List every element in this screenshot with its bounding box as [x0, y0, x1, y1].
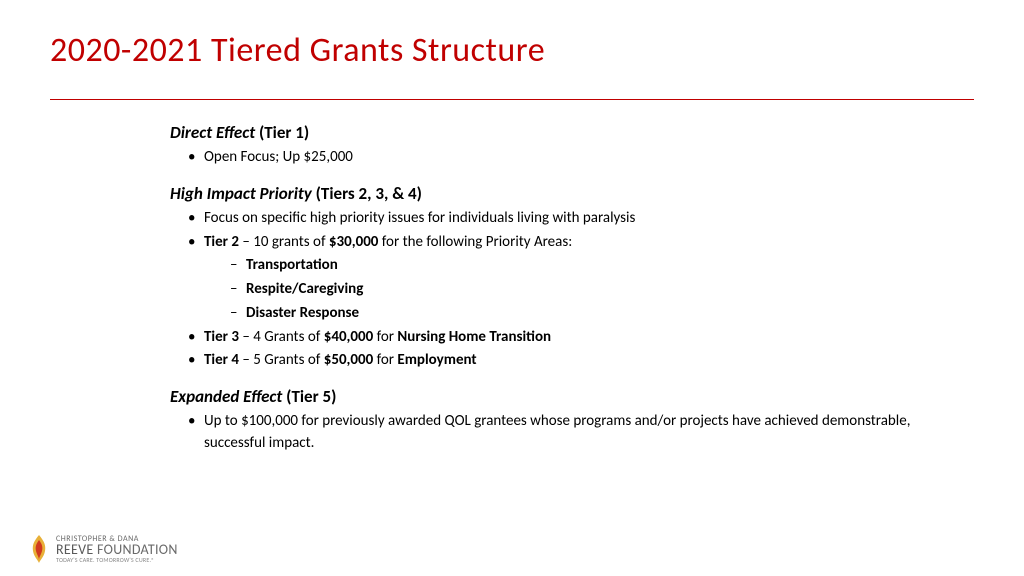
bullet-item: Up to $100,000 for previously awarded QO…	[188, 411, 944, 455]
sub-bullet-item: Disaster Response	[230, 303, 944, 325]
bullet-item: Tier 3 – 4 Grants of $40,000 for Nursing…	[188, 327, 944, 349]
bullet-item: Open Focus; Up $25,000	[188, 147, 944, 169]
logo-line2: REEVE FOUNDATION	[56, 543, 178, 557]
content-body: Direct Effect (Tier 1) Open Focus; Up $25…	[50, 122, 974, 455]
bullet-list: Focus on specific high priority issues f…	[170, 208, 944, 372]
bullet-item: Tier 4 – 5 Grants of $50,000 for Employm…	[188, 350, 944, 372]
sub-bullet-item: Transportation	[230, 255, 944, 277]
slide-container: 2020-2021 Tiered Grants Structure Direct…	[0, 0, 1024, 576]
bullet-list: Open Focus; Up $25,000	[170, 147, 944, 169]
bullet-item: Focus on specific high priority issues f…	[188, 208, 944, 230]
sub-bullet-item: Respite/Caregiving	[230, 279, 944, 301]
flame-icon	[28, 534, 50, 564]
footer-logo: CHRISTOPHER & DANA REEVE FOUNDATION TODA…	[28, 534, 178, 564]
divider	[50, 99, 974, 100]
section-heading: Expanded Effect (Tier 5)	[170, 386, 944, 407]
logo-text: CHRISTOPHER & DANA REEVE FOUNDATION TODA…	[56, 535, 178, 563]
section-heading: High Impact Priority (Tiers 2, 3, & 4)	[170, 183, 944, 204]
sub-bullet-list: TransportationRespite/CaregivingDisaster…	[204, 255, 944, 324]
section-heading: Direct Effect (Tier 1)	[170, 122, 944, 143]
bullet-item: Tier 2 – 10 grants of $30,000 for the fo…	[188, 232, 944, 325]
slide-title: 2020-2021 Tiered Grants Structure	[50, 30, 974, 71]
bullet-list: Up to $100,000 for previously awarded QO…	[170, 411, 944, 455]
